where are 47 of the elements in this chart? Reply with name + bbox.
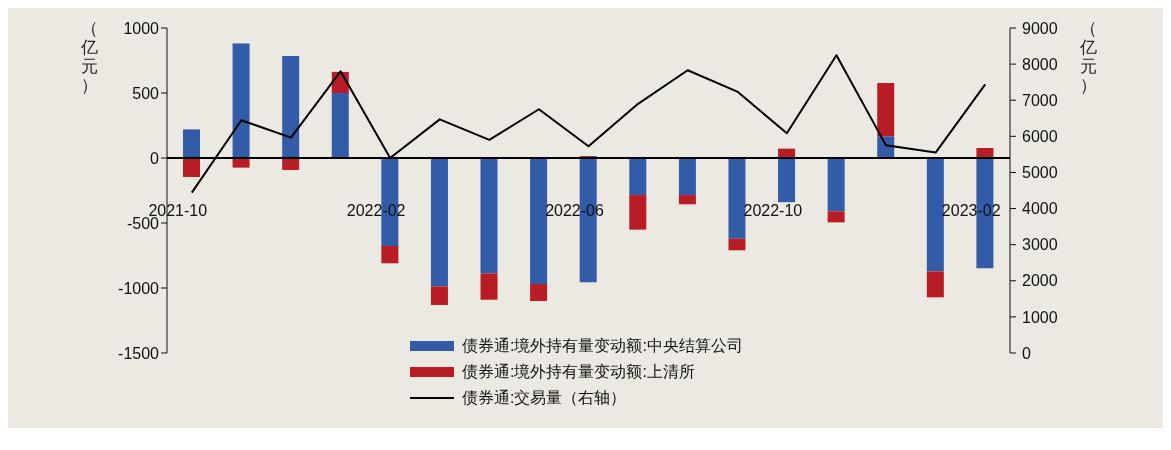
legend-label: 债券通:交易量（右轴） — [462, 388, 627, 408]
bar — [629, 195, 647, 230]
bar — [926, 158, 944, 272]
bar — [728, 158, 746, 239]
y-tick-label: -1000 — [118, 279, 160, 297]
bar — [728, 238, 746, 251]
bar — [232, 43, 250, 158]
bar — [827, 211, 845, 223]
bar — [530, 158, 548, 284]
bar — [183, 158, 200, 177]
y-tick-label: -1500 — [118, 344, 160, 362]
bar — [331, 93, 349, 158]
bar — [430, 286, 448, 306]
y-axis-title: （亿元） — [79, 19, 98, 95]
y-tick-label: 1000 — [123, 19, 160, 37]
bar — [678, 158, 696, 196]
bar — [827, 158, 845, 212]
bar — [430, 158, 448, 287]
bar — [282, 55, 300, 158]
bar — [778, 158, 796, 203]
bar — [480, 158, 498, 274]
legend-label: 债券通:境外持有量变动额:中央结算公司 — [462, 336, 743, 356]
y2-tick-label: 4000 — [1022, 200, 1058, 218]
y2-tick-label: 2000 — [1022, 272, 1058, 290]
y2-tick-label: 0 — [1022, 344, 1031, 362]
x-tick-label: 2021-10 — [148, 202, 208, 219]
bar — [183, 129, 200, 158]
y2-tick-label: 3000 — [1022, 236, 1058, 254]
y2-tick-label: 9000 — [1022, 19, 1058, 37]
y-tick-label: 500 — [132, 84, 160, 102]
bar — [381, 246, 399, 264]
bar — [629, 158, 647, 196]
bar — [877, 82, 895, 137]
y2-axis-title: （亿元） — [1078, 19, 1097, 95]
legend-label: 债券通:境外持有量变动额:上清所 — [462, 362, 695, 382]
y2-tick-label: 8000 — [1022, 55, 1058, 73]
bar — [282, 158, 300, 170]
bar — [926, 271, 944, 298]
y2-tick-label: 6000 — [1022, 128, 1058, 146]
bar — [530, 283, 548, 301]
y2-tick-label: 1000 — [1022, 308, 1058, 326]
y2-tick-label: 5000 — [1022, 164, 1058, 182]
y-tick-label: 0 — [150, 149, 160, 167]
y2-tick-label: 7000 — [1022, 91, 1058, 109]
bar — [480, 273, 498, 300]
bar — [976, 147, 994, 158]
bar — [678, 195, 696, 205]
